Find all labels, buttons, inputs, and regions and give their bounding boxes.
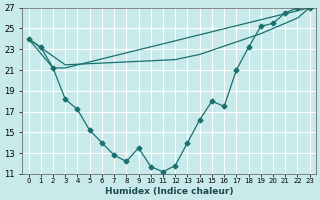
X-axis label: Humidex (Indice chaleur): Humidex (Indice chaleur)	[105, 187, 233, 196]
